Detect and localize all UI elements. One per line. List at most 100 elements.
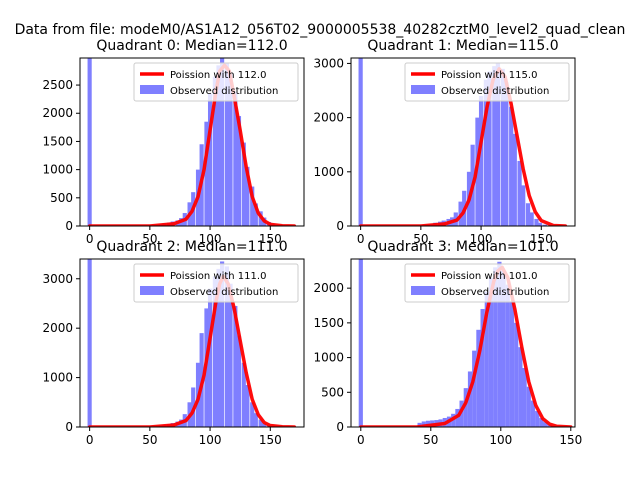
histogram-bar — [492, 66, 497, 226]
histogram-bar — [534, 218, 539, 226]
histogram-bar — [459, 400, 464, 427]
legend-observed-label: Observed distribution — [441, 287, 549, 298]
histogram-bar — [250, 402, 255, 427]
quadrant-1-legend: Poission with 115.0 Observed distribution — [404, 62, 570, 102]
histogram-bar — [522, 367, 527, 427]
legend-observed-swatch — [411, 286, 435, 295]
histogram-bar — [358, 259, 363, 427]
histogram-bar — [245, 385, 250, 427]
legend-poisson-label: Poission with 112.0 — [170, 70, 266, 81]
quadrant-2-title: Quadrant 2: Median=111.0 — [96, 239, 287, 255]
histogram-bar — [480, 308, 485, 427]
histogram-bar — [224, 62, 230, 226]
histogram-bar — [87, 58, 92, 226]
x-tick-label: 150 — [259, 232, 282, 246]
quadrant-1-axes-frame — [350, 57, 576, 227]
quadrant-2-legend: Poission with 111.0 Observed distribution — [133, 263, 299, 303]
quadrant-1-title: Quadrant 1: Median=115.0 — [367, 38, 558, 54]
legend-observed-label: Observed distribution — [170, 287, 278, 298]
y-tick-label: 3000 — [42, 272, 73, 286]
histogram-bar — [542, 224, 547, 226]
histogram-bar — [245, 166, 250, 226]
histogram-bar — [212, 76, 217, 226]
histogram-bar — [233, 91, 238, 226]
x-tick-label: 150 — [530, 232, 553, 246]
histogram-bar — [253, 413, 258, 427]
histogram-bar — [258, 419, 263, 427]
quadrant-0-legend: Poission with 112.0 Observed distribution — [133, 62, 299, 102]
quadrant-1-chart: Quadrant 1: Median=115.0 0 50 100 150 0 1000 20… — [313, 38, 576, 246]
y-tick-label: 2000 — [313, 111, 344, 125]
y-tick-label: 1000 — [313, 351, 344, 365]
y-tick-label: 1000 — [313, 165, 344, 179]
quadrant-3-title: Quadrant 3: Median=101.0 — [367, 239, 558, 255]
histogram-bar — [253, 203, 258, 226]
histogram-bar — [509, 302, 515, 427]
x-tick-label: 100 — [489, 433, 512, 447]
histogram-bar — [495, 63, 501, 226]
x-tick-label: 100 — [199, 232, 222, 246]
histogram-bar — [535, 411, 540, 427]
x-tick-label: 0 — [357, 232, 365, 246]
histogram-bar — [525, 203, 531, 226]
legend-box — [133, 263, 299, 303]
y-tick-label: 0 — [65, 420, 73, 434]
x-tick-label: 50 — [413, 232, 428, 246]
quadrant-2-chart: Quadrant 2: Median=111.0 0 50 100 150 0 1000 20… — [42, 239, 305, 447]
legend-observed-swatch — [140, 85, 164, 94]
histogram-bar — [236, 335, 242, 427]
histogram-bar — [521, 185, 526, 226]
x-tick-label: 50 — [423, 433, 438, 447]
x-tick-label: 0 — [86, 433, 94, 447]
y-tick-label: 2500 — [42, 78, 73, 92]
y-tick-label: 0 — [336, 420, 344, 434]
histogram-bar — [220, 261, 225, 427]
histogram-bar — [509, 106, 514, 226]
histogram-bar — [262, 423, 267, 427]
y-tick-label: 500 — [50, 191, 73, 205]
histogram-bar — [87, 259, 92, 427]
quadrant-1-plot-area — [358, 58, 568, 226]
histogram-bar — [220, 58, 225, 226]
x-tick-label: 0 — [357, 433, 365, 447]
quadrant-0-title: Quadrant 0: Median=112.0 — [96, 38, 287, 54]
histogram-bar — [358, 58, 363, 226]
histogram-bar — [501, 270, 506, 427]
histogram-bar — [207, 93, 213, 226]
figure-suptitle: Data from file: modeM0/AS1A12_056T02_900… — [15, 22, 626, 38]
histogram-bar — [512, 133, 517, 226]
histogram-bar — [241, 362, 246, 427]
legend-observed-swatch — [411, 85, 435, 94]
histogram-bar — [497, 261, 502, 427]
histogram-bar — [504, 82, 509, 226]
legend-poisson-label: Poission with 111.0 — [170, 271, 266, 282]
y-tick-label: 3000 — [313, 56, 344, 70]
quadrant-3-legend: Poission with 101.0 Observed distribution — [404, 263, 570, 303]
y-tick-label: 2000 — [42, 321, 73, 335]
panels: Quadrant 0: Median=112.00 50 100 1500500100… — [42, 38, 582, 447]
histogram-bar — [537, 222, 543, 226]
histogram-bar — [517, 160, 522, 226]
histogram-bar — [204, 121, 209, 226]
histogram-bar — [484, 291, 489, 427]
x-tick-label: 50 — [142, 433, 157, 447]
histogram-bar — [250, 186, 255, 226]
histogram-bar — [514, 322, 519, 427]
histogram-bar — [228, 73, 233, 226]
histogram-bar — [543, 422, 548, 427]
quadrant-3-plot-area — [358, 259, 573, 427]
histogram-bar — [529, 212, 534, 226]
histogram-bar — [500, 68, 505, 226]
x-tick-label: 50 — [142, 232, 157, 246]
y-tick-label: 1000 — [42, 371, 73, 385]
legend-observed-label: Observed distribution — [441, 86, 549, 97]
histogram-bar — [233, 305, 238, 427]
histogram-bar — [228, 283, 233, 427]
histogram-bar — [463, 388, 468, 427]
y-tick-label: 1500 — [42, 134, 73, 148]
histogram-bar — [207, 288, 213, 427]
legend-observed-swatch — [140, 286, 164, 295]
quadrant-0-axes-frame — [79, 57, 305, 227]
legend-box — [404, 62, 570, 102]
